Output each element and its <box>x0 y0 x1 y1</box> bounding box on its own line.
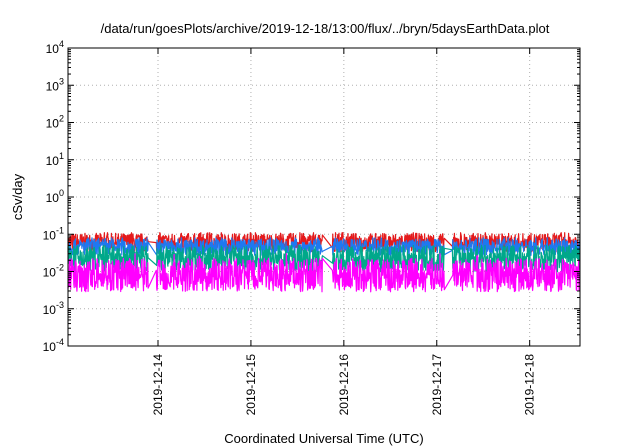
y-tick-label: 10-1 <box>43 225 64 242</box>
x-tick-label: 2019-12-18 <box>523 354 537 416</box>
y-tick-label: 10-2 <box>43 263 64 280</box>
x-tick-label: 2019-12-15 <box>244 354 258 416</box>
series-group <box>67 232 581 293</box>
series-line-4 <box>67 253 581 293</box>
y-tick-label: 10-4 <box>43 337 64 354</box>
x-tick-label: 2019-12-17 <box>430 354 444 416</box>
x-tick-label: 2019-12-16 <box>337 354 351 416</box>
x-axis-label: Coordinated Universal Time (UTC) <box>224 431 423 446</box>
x-axis: 2019-12-14 2019-12-15 2019-12-16 2019-12-17… <box>151 48 537 415</box>
y-tick-label: 103 <box>46 76 64 93</box>
y-tick-label: 101 <box>46 151 64 168</box>
x-tick-label: 2019-12-14 <box>151 354 165 416</box>
y-tick-label: 100 <box>46 188 64 205</box>
grid <box>68 48 580 346</box>
y-tick-label: 10-3 <box>43 300 64 317</box>
series-line-3 <box>67 244 581 273</box>
y-axis-label: cSv/day <box>10 173 25 220</box>
chart-title: /data/run/goesPlots/archive/2019-12-18/1… <box>101 21 550 36</box>
series-line-2 <box>67 237 581 256</box>
y-tick-label: 104 <box>46 39 64 56</box>
y-tick-label: 102 <box>46 114 64 131</box>
y-axis: 104 103 102 101 100 10-1 10-2 10-3 10-4 <box>43 39 580 354</box>
